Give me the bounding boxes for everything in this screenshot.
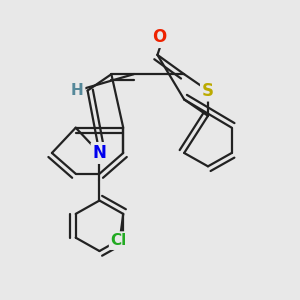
Text: H: H: [71, 83, 84, 98]
Text: S: S: [202, 82, 214, 100]
Text: N: N: [92, 144, 106, 162]
Text: O: O: [152, 28, 166, 46]
Text: Cl: Cl: [111, 233, 127, 248]
